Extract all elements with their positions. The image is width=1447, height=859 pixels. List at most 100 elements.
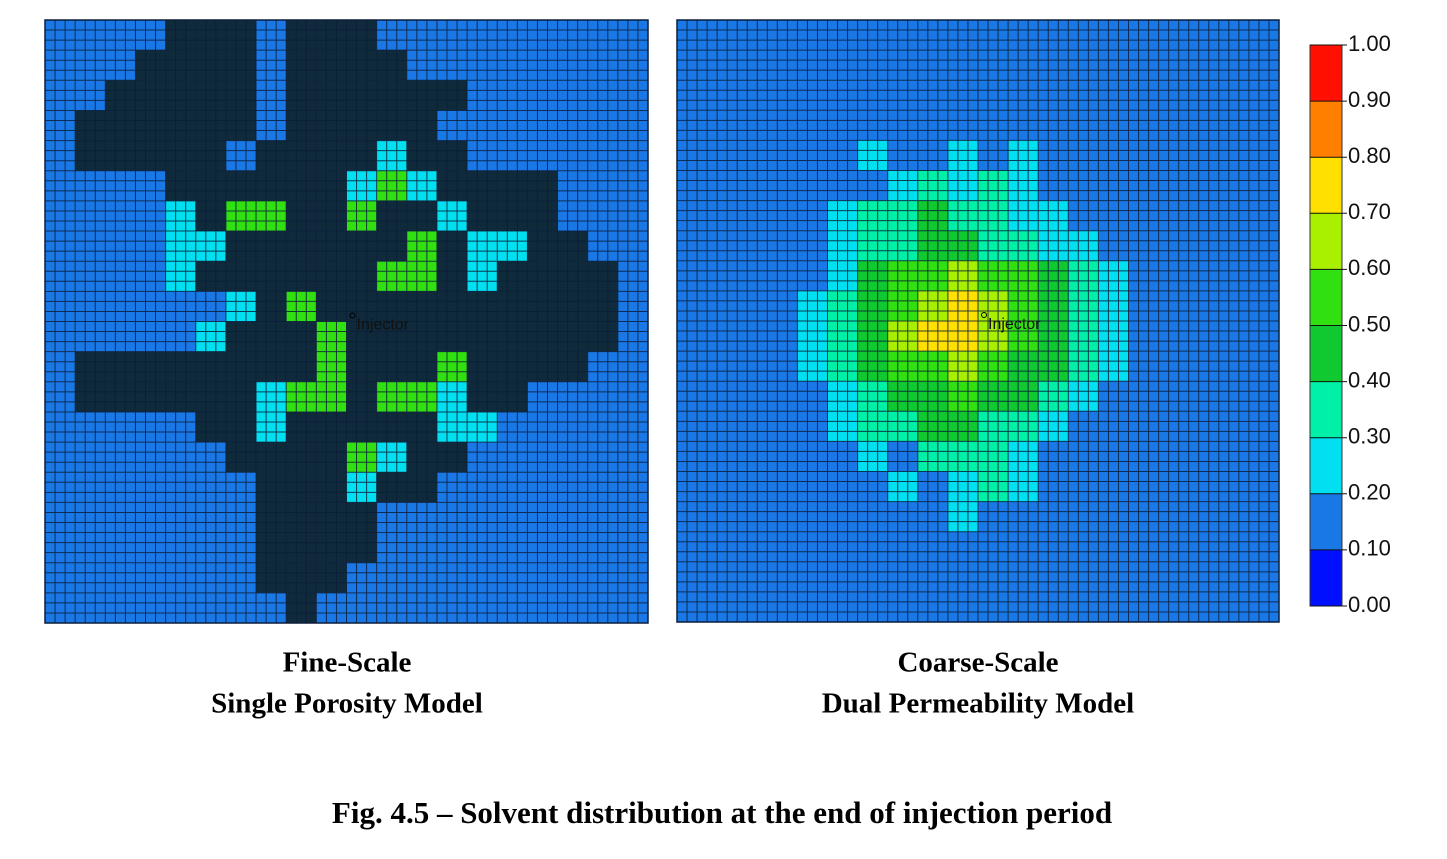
- inactive-cell: [587, 291, 618, 322]
- cell: [135, 170, 166, 201]
- cell: [767, 230, 798, 261]
- cell: [827, 531, 858, 562]
- cell: [1248, 441, 1279, 472]
- cell: [316, 351, 347, 382]
- cell: [45, 381, 76, 412]
- cell: [286, 381, 317, 412]
- inactive-cell: [225, 50, 257, 81]
- cell: [617, 110, 648, 141]
- cell: [1128, 381, 1159, 412]
- cell: [617, 50, 648, 81]
- inactive-cell: [436, 291, 468, 322]
- cell: [557, 140, 588, 171]
- cell: [527, 411, 558, 443]
- cell: [587, 170, 618, 201]
- inactive-cell: [436, 80, 468, 111]
- cell: [1248, 381, 1279, 412]
- cell: [978, 260, 1009, 291]
- mesh: [676, 19, 1280, 623]
- cell: [737, 170, 768, 201]
- cell: [165, 592, 196, 623]
- cell: [195, 502, 226, 533]
- cell: [827, 110, 858, 141]
- cell: [1068, 80, 1099, 111]
- cell: [467, 472, 498, 503]
- cell: [767, 260, 798, 291]
- cell: [617, 261, 648, 292]
- cell: [978, 110, 1009, 141]
- cell: [436, 592, 468, 623]
- cell: [1098, 170, 1129, 201]
- cell: [1008, 351, 1039, 382]
- cell: [256, 592, 287, 623]
- cell: [1128, 200, 1159, 231]
- cell: [45, 50, 76, 81]
- cell: [767, 591, 798, 622]
- colorbar-bin: [1310, 325, 1342, 382]
- cell: [557, 110, 588, 141]
- inactive-cell: [195, 261, 226, 292]
- cell: [587, 140, 618, 171]
- cell: [917, 200, 948, 231]
- cell: [737, 140, 768, 171]
- cell: [1188, 170, 1219, 201]
- cell: [376, 170, 407, 201]
- cell: [1128, 591, 1159, 622]
- cell: [1218, 591, 1249, 622]
- inactive-cell: [225, 110, 257, 141]
- cell: [1038, 441, 1069, 472]
- cell: [497, 20, 528, 51]
- cell: [135, 411, 166, 443]
- colorbar-bin: [1310, 493, 1342, 550]
- cell: [497, 532, 528, 563]
- cell: [557, 170, 588, 201]
- cell: [1098, 80, 1129, 111]
- cell: [1188, 290, 1219, 321]
- cell: [1098, 260, 1129, 291]
- cell: [857, 591, 888, 622]
- cell: [45, 20, 76, 51]
- inactive-cell: [135, 351, 166, 382]
- cell: [797, 321, 828, 352]
- cell: [1188, 381, 1219, 412]
- cell: [1068, 471, 1099, 502]
- cell: [707, 170, 738, 201]
- cell: [1128, 260, 1159, 291]
- inactive-cell: [75, 140, 106, 171]
- cell: [587, 20, 618, 51]
- cell: [617, 200, 648, 232]
- cell: [767, 471, 798, 502]
- cell: [978, 381, 1009, 412]
- cell: [767, 561, 798, 592]
- inactive-cell: [195, 50, 226, 81]
- cell: [1158, 531, 1189, 562]
- cell: [195, 231, 226, 262]
- cell: [677, 561, 708, 592]
- cell: [797, 471, 828, 502]
- inactive-cell: [286, 502, 317, 533]
- cell: [767, 200, 798, 231]
- cell: [767, 321, 798, 352]
- cell: [1128, 411, 1159, 442]
- cell: [827, 290, 858, 321]
- cell: [436, 351, 468, 382]
- inactive-cell: [286, 50, 317, 81]
- cell: [1098, 140, 1129, 171]
- cell: [677, 110, 708, 141]
- colorbar-tick-label: 0.90: [1348, 87, 1391, 112]
- cell: [135, 291, 166, 322]
- cell: [1008, 200, 1039, 231]
- cell: [225, 140, 257, 171]
- cell: [887, 110, 918, 141]
- cell: [1098, 531, 1129, 562]
- cell: [45, 442, 76, 473]
- cell: [978, 170, 1009, 201]
- cell: [135, 20, 166, 51]
- cell: [1218, 501, 1249, 532]
- cell: [406, 50, 437, 81]
- cell: [105, 291, 136, 322]
- cell: [917, 230, 948, 261]
- inactive-cell: [165, 381, 196, 412]
- cell: [707, 351, 738, 382]
- inactive-cell: [105, 110, 136, 141]
